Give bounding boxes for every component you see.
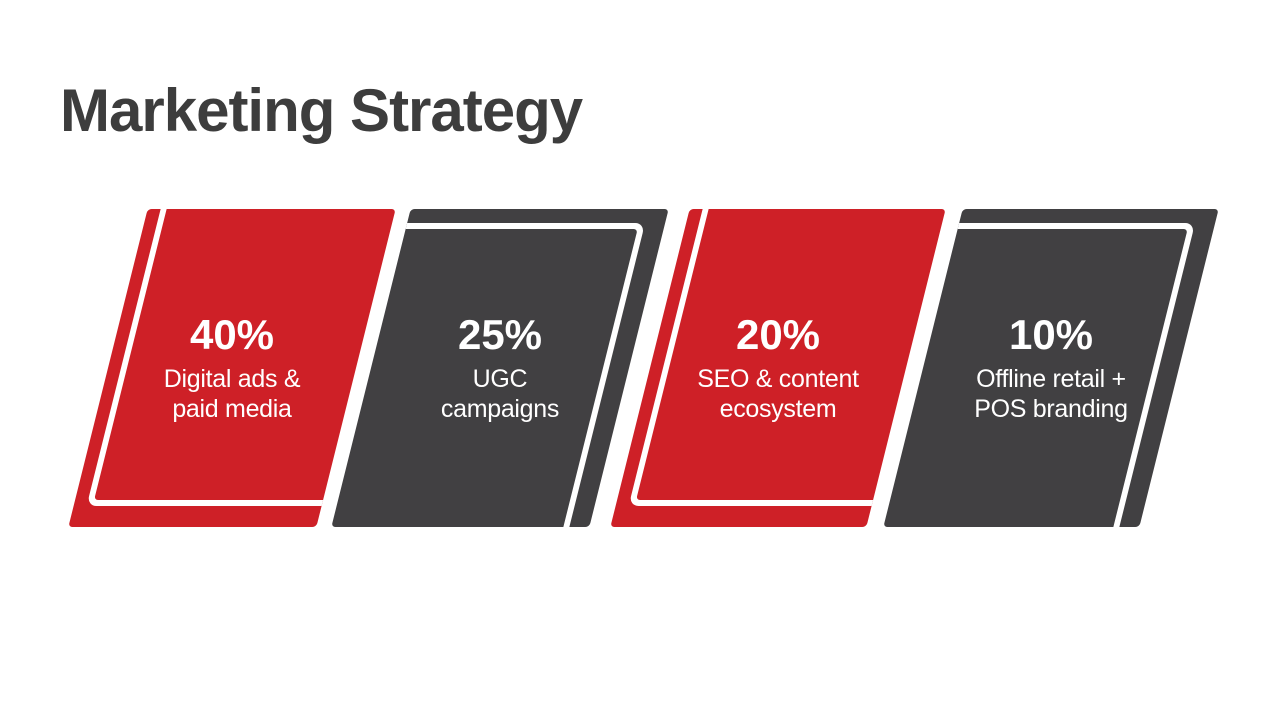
- card-content: 20% SEO & content ecosystem: [650, 209, 906, 527]
- card-content: 25% UGC campaigns: [371, 209, 629, 527]
- percent-value: 25%: [457, 311, 543, 359]
- percent-value: 20%: [735, 311, 821, 359]
- card-label: SEO & content ecosystem: [697, 364, 859, 423]
- slide-title: Marketing Strategy: [60, 77, 583, 145]
- card-content: 40% Digital ads & paid media: [108, 209, 356, 527]
- percent-value: 40%: [189, 311, 275, 359]
- card-label: UGC campaigns: [440, 364, 560, 423]
- card-content: 10% Offline retail + POS branding: [923, 209, 1179, 527]
- card-label: Digital ads & paid media: [163, 364, 301, 423]
- percent-value: 10%: [1008, 311, 1094, 359]
- card-label: Offline retail + POS branding: [974, 364, 1128, 423]
